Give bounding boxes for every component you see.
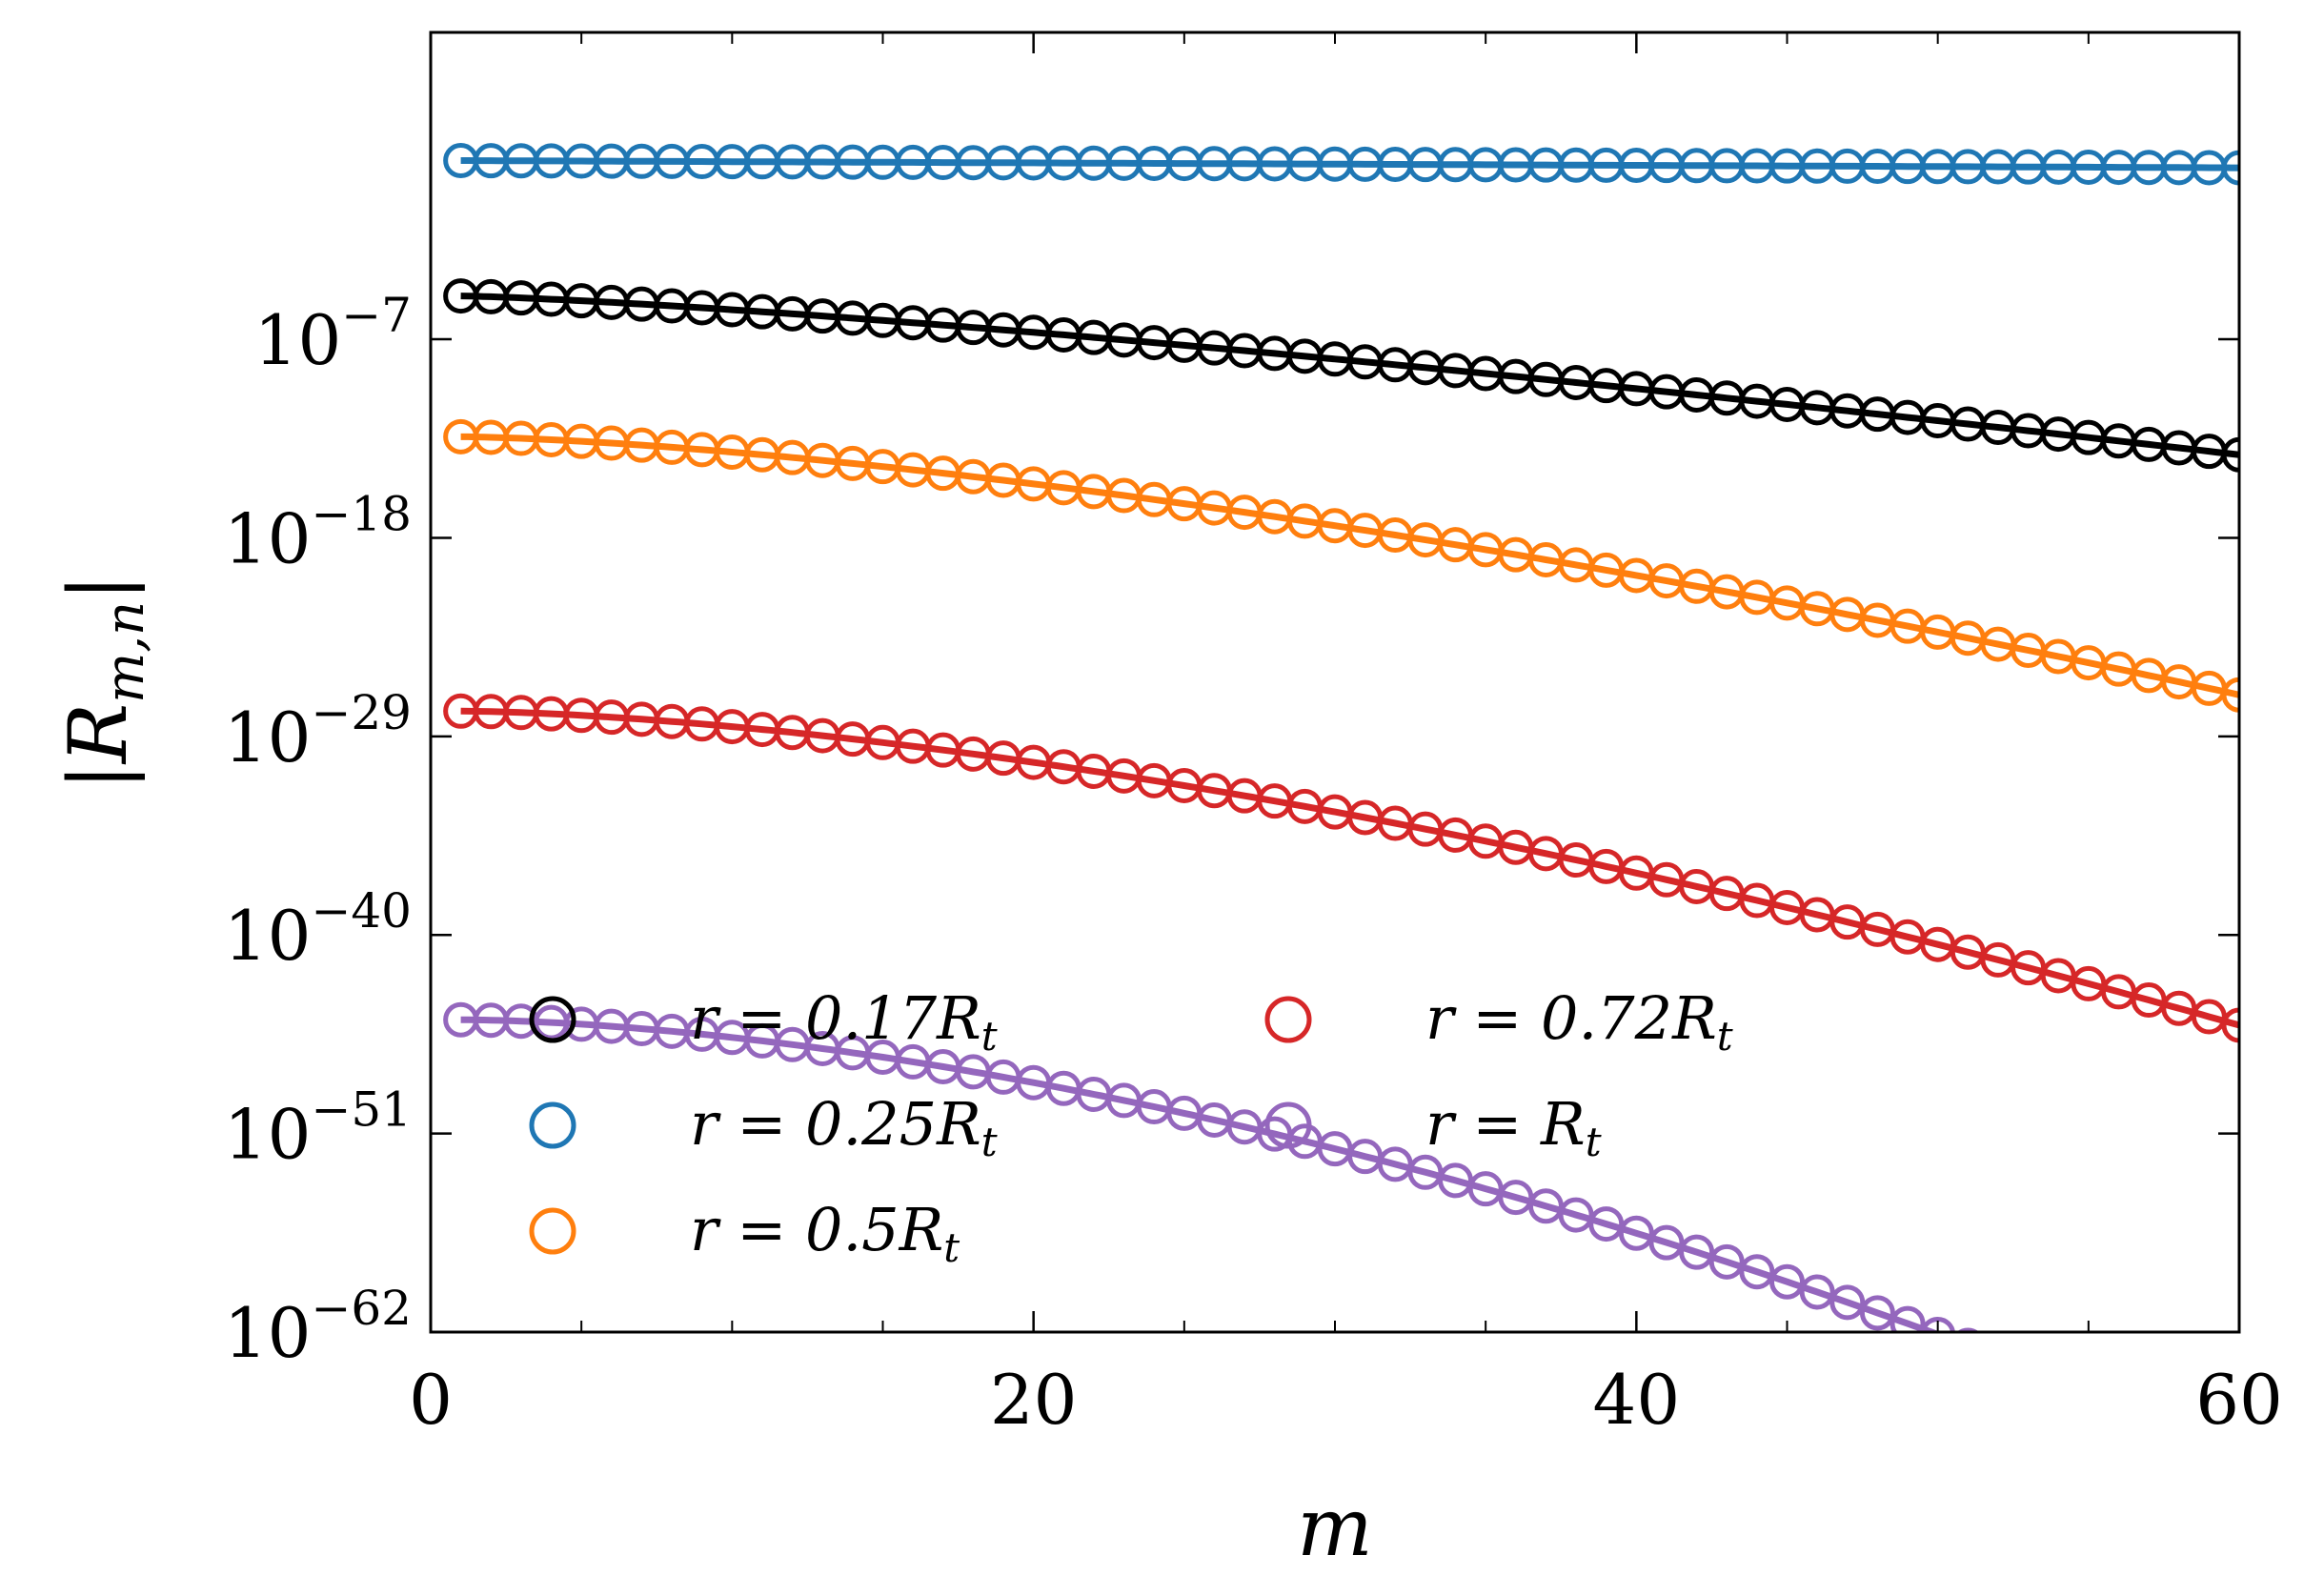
- legend-label-prefix: r = 0.25: [690, 1089, 937, 1159]
- legend-label-sub: t: [943, 1224, 960, 1271]
- legend-marker: [1264, 1101, 1312, 1149]
- data-point: [2103, 1387, 2133, 1418]
- legend-label-var: R: [899, 1195, 944, 1264]
- legend-label-var: R: [1671, 983, 1717, 1053]
- y-tick-exponent: −7: [341, 288, 412, 343]
- data-point: [1739, 1254, 1775, 1290]
- data-point: [2164, 1411, 2194, 1442]
- y-tick-exponent: −62: [311, 1281, 412, 1336]
- legend-label: r = 0.25Rt: [690, 1089, 998, 1165]
- legend-label: r = Rt: [1425, 1089, 1602, 1165]
- y-axis-label-bar-left: |: [51, 763, 145, 790]
- data-point: [2073, 1376, 2104, 1406]
- legend-item: r = 0.25Rt: [529, 1089, 998, 1165]
- y-tick-base: 10: [224, 1293, 312, 1373]
- series-line: [460, 707, 2239, 1029]
- legend-label-var: R: [1540, 1089, 1586, 1159]
- y-tick-exponent: −40: [311, 883, 412, 939]
- y-tick-base: 10: [224, 498, 312, 578]
- legend-label: r = 0.17Rt: [690, 983, 998, 1060]
- legend-label: r = 0.72Rt: [1425, 983, 1733, 1060]
- data-point: [2013, 1353, 2044, 1384]
- legend-item: r = Rt: [1264, 1089, 1602, 1165]
- legend-marker: [529, 1101, 576, 1149]
- x-axis-label: m: [1297, 1481, 1373, 1574]
- labels-layer: m |Rm,n|: [51, 575, 1373, 1574]
- y-tick-label: 10−7: [254, 288, 412, 380]
- data-point: [1829, 1284, 1866, 1321]
- series-4: [443, 1001, 2254, 1466]
- y-tick-base: 10: [224, 896, 312, 976]
- series-layer: [443, 143, 2254, 1466]
- legend-label-sub: t: [981, 1119, 998, 1165]
- legend-label-prefix: r = 0.72: [1425, 983, 1672, 1053]
- data-point: [1648, 1224, 1685, 1261]
- data-point: [1859, 1295, 1895, 1331]
- data-point: [1983, 1342, 2013, 1372]
- y-tick-base: 10: [224, 697, 312, 778]
- legend-marker: [529, 1207, 576, 1255]
- legend-label-prefix: r =: [1425, 1089, 1541, 1159]
- y-axis-label-var: R: [51, 703, 145, 765]
- series-3: [443, 693, 2239, 1043]
- y-tick-label: 10−40: [224, 883, 412, 976]
- y-tick-exponent: −51: [311, 1082, 412, 1138]
- data-point: [2221, 436, 2239, 473]
- y-tick-label: 10−51: [224, 1082, 412, 1175]
- data-point: [2221, 677, 2239, 713]
- y-tick-exponent: −29: [311, 685, 412, 740]
- legend-label-prefix: r = 0.17: [690, 983, 938, 1053]
- legend-label-var: R: [936, 983, 981, 1053]
- y-tick-label: 10−18: [224, 486, 412, 578]
- y-tick-label: 10−62: [224, 1281, 412, 1373]
- data-point: [1890, 1305, 1926, 1332]
- legend-label: r = 0.5Rt: [690, 1195, 960, 1271]
- legend-item: r = 0.72Rt: [1264, 983, 1733, 1060]
- series-0: [443, 278, 2239, 473]
- data-point: [2043, 1364, 2073, 1395]
- legend-marker: [1264, 996, 1312, 1043]
- data-point: [1920, 1316, 1956, 1332]
- x-tick-label: 40: [1593, 1360, 1681, 1440]
- series-line: [460, 433, 2239, 698]
- y-tick-exponent: −18: [311, 486, 412, 541]
- x-tick-label: 60: [2195, 1360, 2283, 1440]
- x-tick-label: 20: [990, 1360, 1078, 1440]
- data-point: [2224, 1436, 2254, 1466]
- svg-text:|Rm,n|: |Rm,n|: [51, 575, 156, 791]
- y-tick-base: 10: [224, 1095, 312, 1175]
- legend-item: r = 0.5Rt: [529, 1195, 960, 1271]
- legend-label-var: R: [936, 1089, 981, 1159]
- y-axis-label-sub: m,n: [94, 601, 156, 703]
- legend-label-sub: t: [1717, 1013, 1733, 1060]
- series-2: [443, 418, 2239, 713]
- data-point: [1956, 1327, 1980, 1332]
- data-point: [2133, 1400, 2164, 1430]
- data-point: [1769, 1263, 1805, 1300]
- y-tick-base: 10: [254, 300, 342, 380]
- legend-item: r = 0.17Rt: [529, 983, 998, 1060]
- data-point: [1708, 1243, 1745, 1280]
- series-line: [460, 293, 2239, 458]
- series-1: [443, 143, 2239, 186]
- legend-label-sub: t: [981, 1013, 998, 1060]
- data-point: [1679, 1234, 1715, 1270]
- y-axis-label: |Rm,n|: [51, 575, 156, 791]
- legend-label-prefix: r = 0.5: [690, 1195, 899, 1264]
- data-point: [2221, 1007, 2239, 1043]
- y-tick-label: 10−29: [224, 685, 412, 778]
- legend-marker: [529, 996, 576, 1043]
- data-point: [1799, 1274, 1835, 1310]
- data-point: [2221, 150, 2239, 186]
- legend-label-sub: t: [1586, 1119, 1602, 1165]
- y-axis-label-bar-right: |: [51, 575, 145, 601]
- x-tick-label: 0: [409, 1360, 453, 1440]
